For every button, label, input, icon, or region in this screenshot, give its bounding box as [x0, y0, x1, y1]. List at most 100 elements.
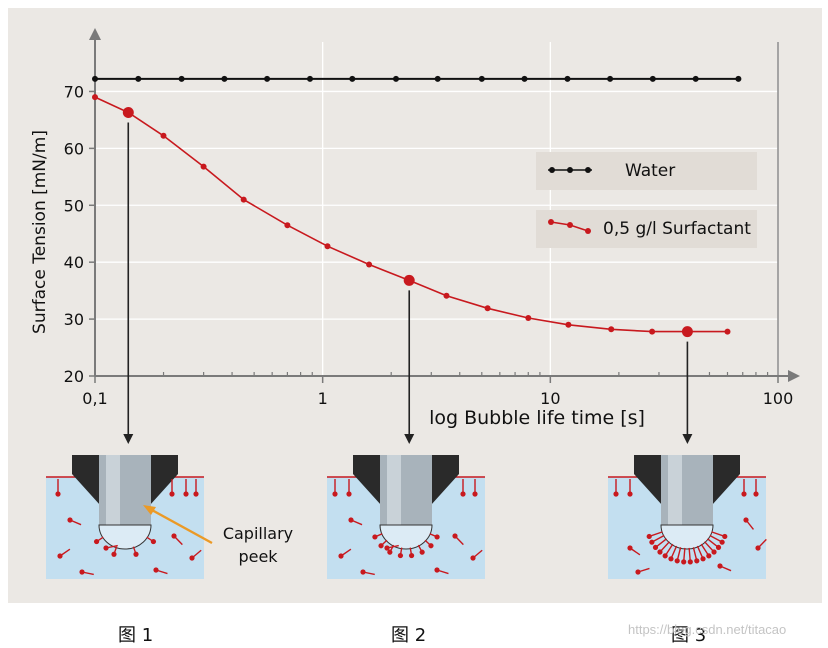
data-point-water	[349, 75, 356, 82]
y-tick-label: 30	[64, 310, 84, 329]
adsorbed-head	[378, 543, 384, 549]
adsorbed-head	[408, 552, 415, 559]
data-point-surfactant	[284, 222, 291, 229]
surfactant-head	[753, 491, 759, 497]
adsorbed-head	[687, 559, 693, 565]
bubble	[98, 524, 152, 550]
capillary-label-line2: peek	[238, 547, 278, 566]
y-tick-label: 50	[64, 196, 84, 215]
adsorbed-head	[694, 558, 700, 564]
data-point-surfactant	[366, 261, 373, 268]
adsorbed-head	[93, 538, 100, 545]
adsorbed-head	[649, 539, 655, 545]
data-point-water	[607, 75, 614, 82]
free-surfactant-head	[79, 569, 85, 575]
x-axis-ticks: 0,1 1 10 100	[82, 376, 793, 408]
free-surfactant-head	[470, 555, 476, 561]
capillary-highlight	[668, 455, 682, 525]
adsorbed-head	[133, 551, 139, 557]
y-axis-label: Surface Tension [mN/m]	[30, 130, 50, 334]
data-point-water	[307, 75, 313, 82]
adsorbed-head	[674, 558, 680, 564]
data-point-surfactant	[160, 132, 167, 139]
data-point-water	[478, 75, 485, 82]
bubble-diagram-3	[608, 455, 767, 579]
surfactant-head	[183, 491, 189, 497]
y-tick-label: 70	[64, 82, 84, 101]
y-axis-ticks: 20 30 40 50 60 70	[64, 82, 95, 386]
capillary-pointer-head	[143, 505, 156, 515]
data-point-water	[649, 75, 656, 82]
x-axis-arrowhead	[788, 370, 800, 382]
data-point-surfactant	[608, 326, 615, 333]
data-point-surfactant	[403, 274, 415, 286]
down-arrow-head-1	[123, 434, 134, 444]
free-surfactant-head	[171, 533, 177, 539]
watermark: https://blog.csdn.net/titacao	[628, 622, 787, 637]
capillary-highlight	[106, 455, 120, 525]
free-surfactant-head	[189, 555, 195, 561]
adsorbed-head	[111, 551, 117, 557]
free-surfactant-head	[717, 563, 723, 569]
adsorbed-head	[652, 544, 659, 551]
free-surfactant-head	[360, 569, 366, 575]
adsorbed-head	[434, 534, 440, 540]
surfactant-head	[627, 491, 633, 497]
data-point-water	[393, 75, 399, 82]
y-tick-label: 20	[64, 367, 84, 386]
data-point-water	[264, 75, 271, 82]
legend-label-surfactant: 0,5 g/l Surfactant	[603, 219, 751, 239]
surfactant-head	[460, 491, 466, 497]
x-axis-minor-ticks	[162, 372, 769, 376]
adsorbed-head	[681, 559, 687, 565]
adsorbed-head	[428, 543, 434, 549]
adsorbed-head	[387, 549, 393, 555]
series-layer	[92, 75, 742, 338]
legend-water-dot	[585, 167, 591, 173]
x-axis-label: log Bubble life time [s]	[429, 407, 645, 429]
legend-surfactant-dot	[585, 228, 591, 234]
free-surfactant-head	[755, 545, 761, 551]
surfactant-head	[193, 491, 199, 497]
surfactant-head	[332, 491, 338, 497]
y-tick-label: 40	[64, 253, 84, 272]
legend-box-surfactant	[536, 210, 757, 248]
legend: Water 0,5 g/l Surfactant	[536, 152, 757, 248]
data-point-water	[692, 75, 699, 82]
data-point-surfactant	[525, 315, 532, 321]
capillary-label-line1: Capillary	[223, 524, 293, 543]
data-point-surfactant	[122, 107, 134, 118]
data-point-water	[221, 75, 228, 82]
adsorbed-head	[722, 533, 728, 540]
free-surfactant-head	[67, 517, 73, 523]
gridlines	[94, 42, 779, 377]
bubble	[379, 524, 433, 550]
free-surfactant-head	[153, 567, 159, 573]
bubble-diagram-1	[46, 455, 204, 579]
surfactant-head	[55, 491, 61, 497]
free-surfactant-head	[452, 533, 458, 539]
adsorbed-head	[668, 556, 674, 562]
data-point-water	[564, 75, 571, 82]
adsorbed-head	[419, 549, 425, 555]
adsorbed-head	[700, 556, 706, 562]
surfactant-head	[169, 491, 175, 497]
capillary-callout: Capillary peek	[143, 505, 293, 566]
data-point-surfactant	[681, 326, 693, 338]
surfactant-head	[346, 491, 352, 497]
data-point-surfactant	[649, 328, 656, 335]
data-point-water	[434, 75, 441, 82]
down-arrow-head-3	[682, 434, 693, 444]
data-point-surfactant	[565, 321, 572, 328]
legend-surfactant-dot	[567, 222, 573, 228]
legend-box-water	[536, 152, 757, 190]
adsorbed-head	[706, 553, 712, 559]
data-point-surfactant	[200, 163, 207, 170]
data-point-surfactant	[324, 243, 331, 250]
data-point-water	[92, 75, 98, 82]
adsorbed-head	[150, 538, 157, 545]
data-point-water	[135, 75, 142, 82]
data-point-water	[735, 75, 742, 82]
surfactant-head	[741, 491, 747, 497]
data-point-surfactant	[484, 305, 491, 312]
